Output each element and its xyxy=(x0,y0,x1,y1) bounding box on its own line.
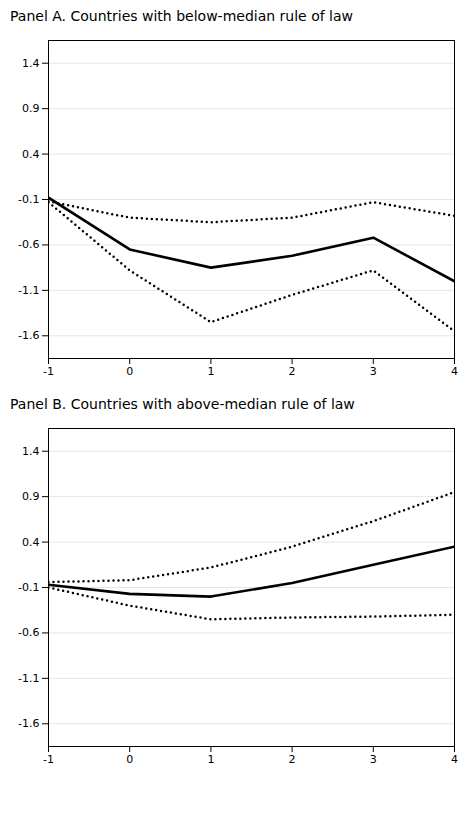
svg-text:-1.6: -1.6 xyxy=(18,329,39,342)
svg-text:-1.1: -1.1 xyxy=(18,672,39,685)
svg-text:3: 3 xyxy=(370,365,377,378)
svg-text:0: 0 xyxy=(126,753,133,766)
svg-text:0.9: 0.9 xyxy=(22,490,40,503)
svg-text:1.4: 1.4 xyxy=(22,445,40,458)
svg-text:3: 3 xyxy=(370,753,377,766)
svg-text:0.4: 0.4 xyxy=(22,148,40,161)
svg-text:-0.6: -0.6 xyxy=(18,238,39,251)
html-text:Panel B. Countries with above-: Panel B. Countries with above-median rul… xyxy=(10,396,355,412)
svg-text:4: 4 xyxy=(451,365,458,378)
svg-text:-1: -1 xyxy=(43,753,54,766)
svg-text:0: 0 xyxy=(126,365,133,378)
svg-text:0.4: 0.4 xyxy=(22,536,40,549)
svg-text:-0.1: -0.1 xyxy=(18,193,39,206)
svg-text:1: 1 xyxy=(207,753,214,766)
svg-text:1: 1 xyxy=(207,365,214,378)
svg-text:-1: -1 xyxy=(43,365,54,378)
svg-text:0.9: 0.9 xyxy=(22,102,40,115)
svg-text:-1.6: -1.6 xyxy=(18,717,39,730)
svg-text:4: 4 xyxy=(451,753,458,766)
svg-text:-1.1: -1.1 xyxy=(18,284,39,297)
svg-text:2: 2 xyxy=(289,753,296,766)
svg-text:2: 2 xyxy=(289,365,296,378)
svg-text:-0.6: -0.6 xyxy=(18,626,39,639)
html-text:Panel A. Countries with below-: Panel A. Countries with below-median rul… xyxy=(10,8,353,24)
svg-text:1.4: 1.4 xyxy=(22,57,40,70)
svg-text:-0.1: -0.1 xyxy=(18,581,39,594)
